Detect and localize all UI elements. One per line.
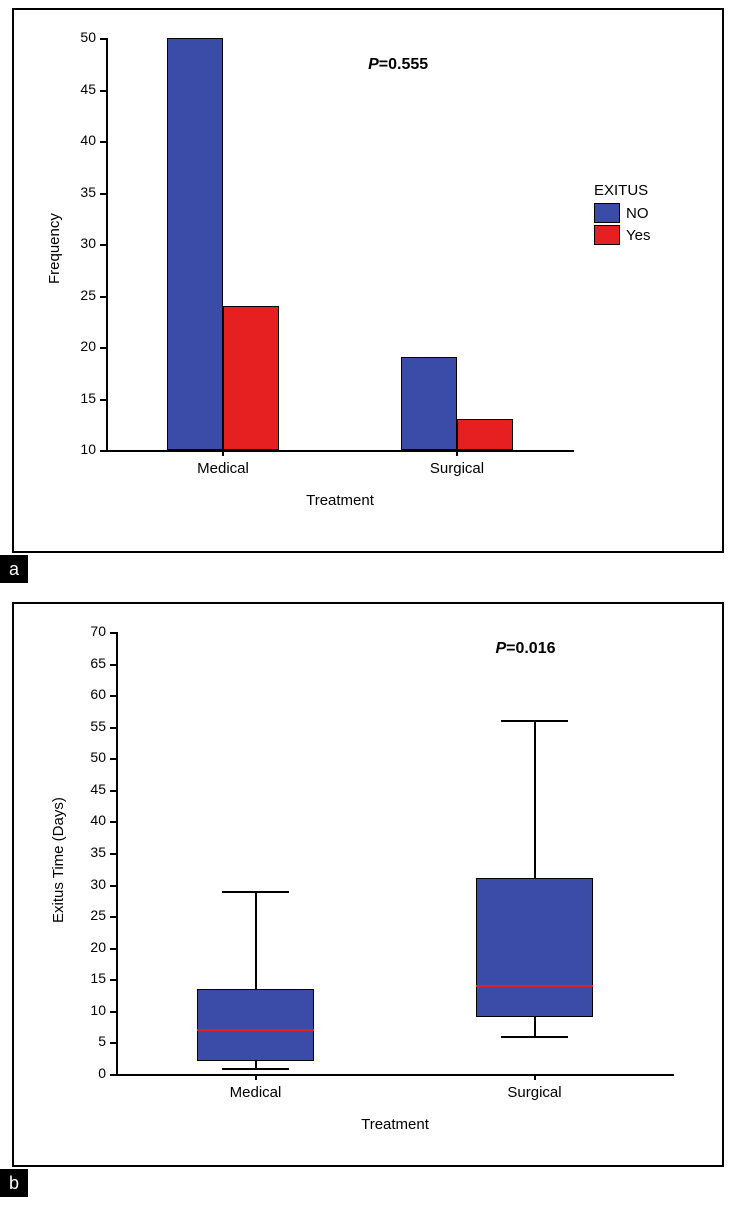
x-axis-title: Treatment [106, 492, 574, 509]
x-tick [222, 450, 224, 456]
y-tick [100, 450, 106, 452]
panel-b-tag: b [0, 1169, 28, 1197]
x-axis [116, 1074, 674, 1076]
legend-label: NO [626, 205, 649, 222]
box-surgical [476, 878, 593, 1017]
x-tick [255, 1074, 257, 1080]
y-tick [100, 399, 106, 401]
y-tick-label: 45 [60, 81, 96, 97]
x-tick-label: Surgical [430, 460, 484, 477]
y-tick [100, 244, 106, 246]
y-tick-label: 20 [70, 939, 106, 955]
y-tick [100, 296, 106, 298]
y-tick-label: 30 [60, 235, 96, 251]
y-tick [110, 758, 116, 760]
y-tick-label: 25 [70, 907, 106, 923]
panel-a-tag: a [0, 555, 28, 583]
legend: EXITUS NO Yes [594, 182, 650, 245]
bar-surgical-no [401, 357, 457, 450]
figure-container: 101520253035404550FrequencyMedicalSurgic… [0, 0, 742, 1211]
y-tick [110, 790, 116, 792]
y-tick-label: 35 [70, 844, 106, 860]
legend-swatch [594, 225, 620, 245]
y-tick-label: 10 [70, 1002, 106, 1018]
whisker-cap-upper [222, 891, 289, 893]
y-tick-label: 20 [60, 338, 96, 354]
p-value-annotation: P=0.016 [495, 640, 555, 658]
y-tick [110, 727, 116, 729]
y-tick [100, 90, 106, 92]
y-tick-label: 15 [60, 390, 96, 406]
panel-a-tag-label: a [9, 559, 19, 580]
y-tick [110, 664, 116, 666]
bar-surgical-yes [457, 419, 513, 450]
y-tick [110, 1011, 116, 1013]
y-tick-label: 40 [70, 812, 106, 828]
whisker-upper [255, 891, 257, 989]
x-tick-label: Medical [230, 1084, 282, 1101]
y-tick [110, 979, 116, 981]
y-tick [110, 1074, 116, 1076]
y-axis [106, 38, 108, 450]
y-tick-label: 55 [70, 718, 106, 734]
whisker-cap-upper [501, 720, 568, 722]
y-tick-label: 40 [60, 132, 96, 148]
y-tick [110, 1042, 116, 1044]
y-tick-label: 5 [70, 1033, 106, 1049]
whisker-lower [534, 1017, 536, 1036]
y-tick-label: 70 [70, 623, 106, 639]
x-tick [534, 1074, 536, 1080]
bar-medical-yes [223, 306, 279, 450]
y-tick-label: 25 [60, 287, 96, 303]
y-tick [110, 821, 116, 823]
y-axis-title: Exitus Time (Days) [50, 797, 67, 923]
y-tick [100, 347, 106, 349]
y-tick-label: 45 [70, 781, 106, 797]
x-tick [456, 450, 458, 456]
y-axis [116, 632, 118, 1074]
legend-item: NO [594, 203, 650, 223]
y-tick [110, 948, 116, 950]
legend-swatch [594, 203, 620, 223]
y-tick [110, 632, 116, 634]
legend-title: EXITUS [594, 182, 650, 199]
bar-medical-no [167, 38, 223, 450]
whisker-upper [534, 720, 536, 878]
y-tick-label: 15 [70, 970, 106, 986]
x-axis-title: Treatment [116, 1116, 674, 1133]
y-tick-label: 65 [70, 655, 106, 671]
y-axis-title: Frequency [46, 213, 63, 284]
y-tick [110, 885, 116, 887]
panel-b: 0 5 10 15 20 25 30 35 40 45 50 55 60 65 70 Exitus Time … [12, 602, 724, 1167]
median-line [197, 1029, 314, 1031]
y-tick [110, 695, 116, 697]
panel-a: 10 15 20 25 30 35 40 45 50 Frequency Medical Surgic… [12, 8, 724, 553]
x-tick-label: Surgical [507, 1084, 561, 1101]
panel-b-tag-label: b [9, 1173, 19, 1194]
whisker-cap-lower [222, 1068, 289, 1070]
y-tick [100, 38, 106, 40]
y-tick-label: 0 [70, 1065, 106, 1081]
y-tick-label: 50 [70, 749, 106, 765]
y-tick-label: 35 [60, 184, 96, 200]
box-medical [197, 989, 314, 1062]
y-tick [110, 916, 116, 918]
x-tick-label: Medical [197, 460, 249, 477]
y-tick-label: 10 [60, 441, 96, 457]
whisker-cap-lower [501, 1036, 568, 1038]
legend-label: Yes [626, 227, 650, 244]
y-tick-label: 60 [70, 686, 106, 702]
legend-item: Yes [594, 225, 650, 245]
median-line [476, 985, 593, 987]
y-tick-label: 30 [70, 876, 106, 892]
p-value-annotation: P=0.555 [368, 56, 428, 74]
x-axis [106, 450, 574, 452]
y-tick [100, 141, 106, 143]
y-tick-label: 50 [60, 29, 96, 45]
y-tick [110, 853, 116, 855]
y-tick [100, 193, 106, 195]
